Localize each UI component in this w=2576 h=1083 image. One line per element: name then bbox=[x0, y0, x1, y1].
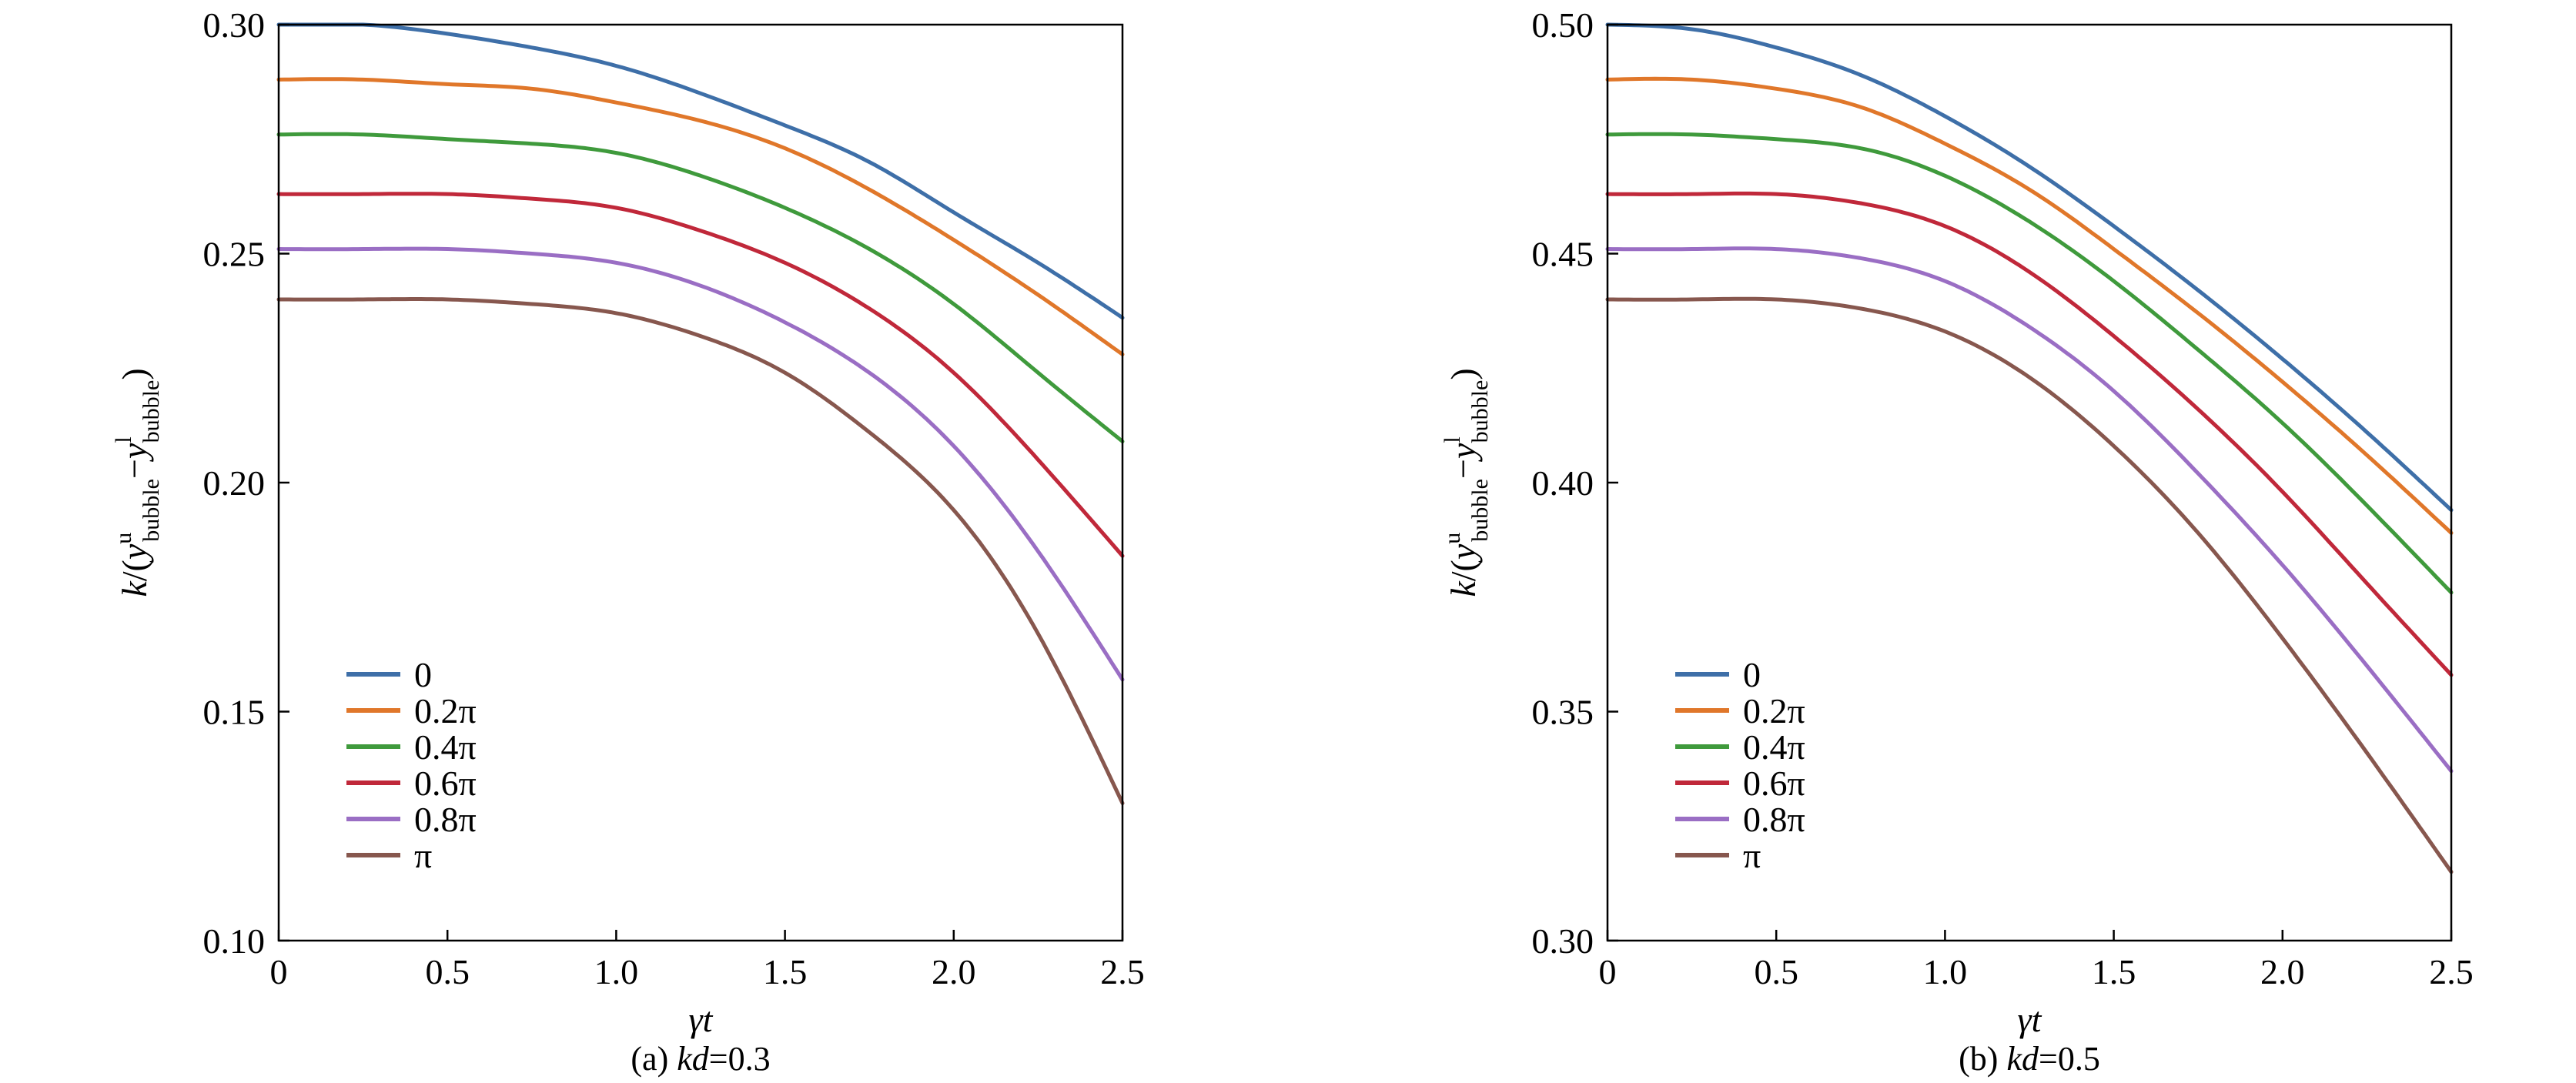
x-tick-label: 1.0 bbox=[1923, 952, 1968, 991]
legend-label-2: 0.4π bbox=[414, 727, 477, 767]
y-label-minus: − bbox=[1444, 459, 1483, 479]
x-tick-label: 2.0 bbox=[2260, 952, 2305, 991]
legend-label-2: 0.4π bbox=[1743, 727, 1805, 767]
x-tick-label: 2.5 bbox=[1100, 952, 1145, 991]
x-tick-label: 0 bbox=[1599, 952, 1617, 991]
y-tick-label: 0.35 bbox=[1532, 693, 1594, 732]
legend-label-0: 0 bbox=[1743, 655, 1761, 694]
y-label-sup-l: l bbox=[111, 436, 136, 443]
x-tick-label: 1.5 bbox=[2092, 952, 2136, 991]
x-axis-label-gamma: γ bbox=[689, 1000, 704, 1039]
y-tick-label: 0.50 bbox=[1532, 5, 1594, 45]
legend-label-4: 0.8π bbox=[1743, 800, 1805, 839]
caption-var: kd bbox=[677, 1040, 710, 1078]
legend-label-4: 0.8π bbox=[414, 800, 477, 839]
y-label-y-upper: y bbox=[115, 543, 154, 563]
plot-frame bbox=[277, 23, 1124, 942]
chart-panel-b: 0 0.5 1.0 1.5 2.0 2.5 0.30 0.35 0.40 0.45 0.50 γt k/… bbox=[1440, 5, 2474, 1078]
x-tick-label: 0.5 bbox=[425, 952, 470, 991]
legend-label-5: π bbox=[1743, 836, 1761, 875]
series-line-4 bbox=[276, 246, 1125, 682]
caption-suffix: =0.5 bbox=[2039, 1040, 2100, 1078]
x-tick-label: 0.5 bbox=[1754, 952, 1798, 991]
y-label-open: /( bbox=[115, 560, 154, 581]
series-line-2 bbox=[276, 132, 1125, 443]
caption-var: kd bbox=[2006, 1040, 2039, 1078]
y-label-sup-u: u bbox=[111, 533, 136, 544]
panel-caption: (b) kd=0.5 bbox=[1959, 1040, 2100, 1078]
panel-caption: (a) kd=0.3 bbox=[631, 1040, 770, 1078]
y-tick-label: 0.45 bbox=[1532, 235, 1594, 274]
x-axis-label: γt bbox=[2018, 1000, 2042, 1039]
x-axis-label-t: t bbox=[703, 1000, 714, 1039]
y-label-sub-1: bubble bbox=[139, 479, 164, 542]
caption-prefix: (a) bbox=[631, 1040, 677, 1078]
y-tick-label: 0.10 bbox=[203, 921, 266, 961]
x-tick-label: 2.5 bbox=[2429, 952, 2474, 991]
legend-label-3: 0.6π bbox=[414, 764, 477, 803]
series-line-0 bbox=[276, 22, 1125, 320]
y-label-sub-1: bubble bbox=[1467, 479, 1493, 542]
y-tick-label: 0.40 bbox=[1532, 463, 1594, 503]
y-tick-label: 0.25 bbox=[203, 235, 266, 274]
y-tick-label: 0.30 bbox=[1532, 921, 1594, 961]
x-tick-label: 0 bbox=[270, 952, 288, 991]
y-axis-label: k/(yu bubble−yl bubble) bbox=[111, 368, 164, 597]
x-axis-label-gamma: γ bbox=[2018, 1000, 2033, 1039]
series-line-3 bbox=[1605, 191, 2454, 677]
y-tick-label: 0.15 bbox=[203, 693, 266, 732]
caption-suffix: =0.3 bbox=[709, 1040, 771, 1078]
y-tick-label: 0.30 bbox=[203, 5, 266, 45]
y-label-minus: − bbox=[115, 459, 154, 479]
x-tick-label: 1.5 bbox=[763, 952, 808, 991]
y-label-y-lower: y bbox=[115, 443, 154, 462]
y-axis-label: k/(yu bubble−yl bubble) bbox=[1440, 368, 1493, 597]
y-label-k: k bbox=[115, 580, 154, 597]
series-line-5 bbox=[1605, 296, 2454, 874]
series-line-1 bbox=[276, 77, 1125, 356]
x-tick-label: 1.0 bbox=[594, 952, 639, 991]
series-line-3 bbox=[276, 192, 1125, 558]
series-line-1 bbox=[1605, 76, 2454, 535]
y-label-k: k bbox=[1444, 580, 1483, 597]
y-label-y-lower: y bbox=[1444, 443, 1483, 462]
series-line-2 bbox=[1605, 132, 2454, 595]
legend-label-5: π bbox=[414, 836, 432, 875]
y-label-close: ) bbox=[115, 368, 154, 379]
legend-label-0: 0 bbox=[414, 655, 432, 694]
y-label-sup-l: l bbox=[1440, 436, 1465, 443]
y-label-close: ) bbox=[1444, 368, 1483, 379]
x-tick-label: 2.0 bbox=[932, 952, 976, 991]
y-label-sup-u: u bbox=[1440, 533, 1465, 544]
plot-frame bbox=[1606, 23, 2453, 942]
legend-label-1: 0.2π bbox=[414, 691, 477, 730]
x-axis-label-t: t bbox=[2032, 1000, 2042, 1039]
series-line-5 bbox=[276, 297, 1125, 805]
legend: 00.2π0.4π0.6π0.8ππ bbox=[1675, 655, 1805, 875]
legend: 00.2π0.4π0.6π0.8ππ bbox=[346, 655, 477, 875]
y-label-sub-2: bubble bbox=[1467, 380, 1493, 443]
y-label-y-upper: y bbox=[1444, 543, 1483, 563]
chart-panel-a: 0 0.5 1.0 1.5 2.0 2.5 0.10 0.15 0.20 0.25 0.30 γt k/… bbox=[111, 5, 1145, 1078]
legend-label-1: 0.2π bbox=[1743, 691, 1805, 730]
series-line-0 bbox=[1605, 22, 2454, 513]
y-label-open: /( bbox=[1444, 560, 1483, 581]
x-axis-label: γt bbox=[689, 1000, 714, 1039]
legend-label-3: 0.6π bbox=[1743, 764, 1805, 803]
series-line-4 bbox=[1605, 246, 2454, 774]
y-tick-label: 0.20 bbox=[203, 463, 266, 503]
y-label-sub-2: bubble bbox=[139, 380, 164, 443]
caption-prefix: (b) bbox=[1959, 1040, 2006, 1078]
